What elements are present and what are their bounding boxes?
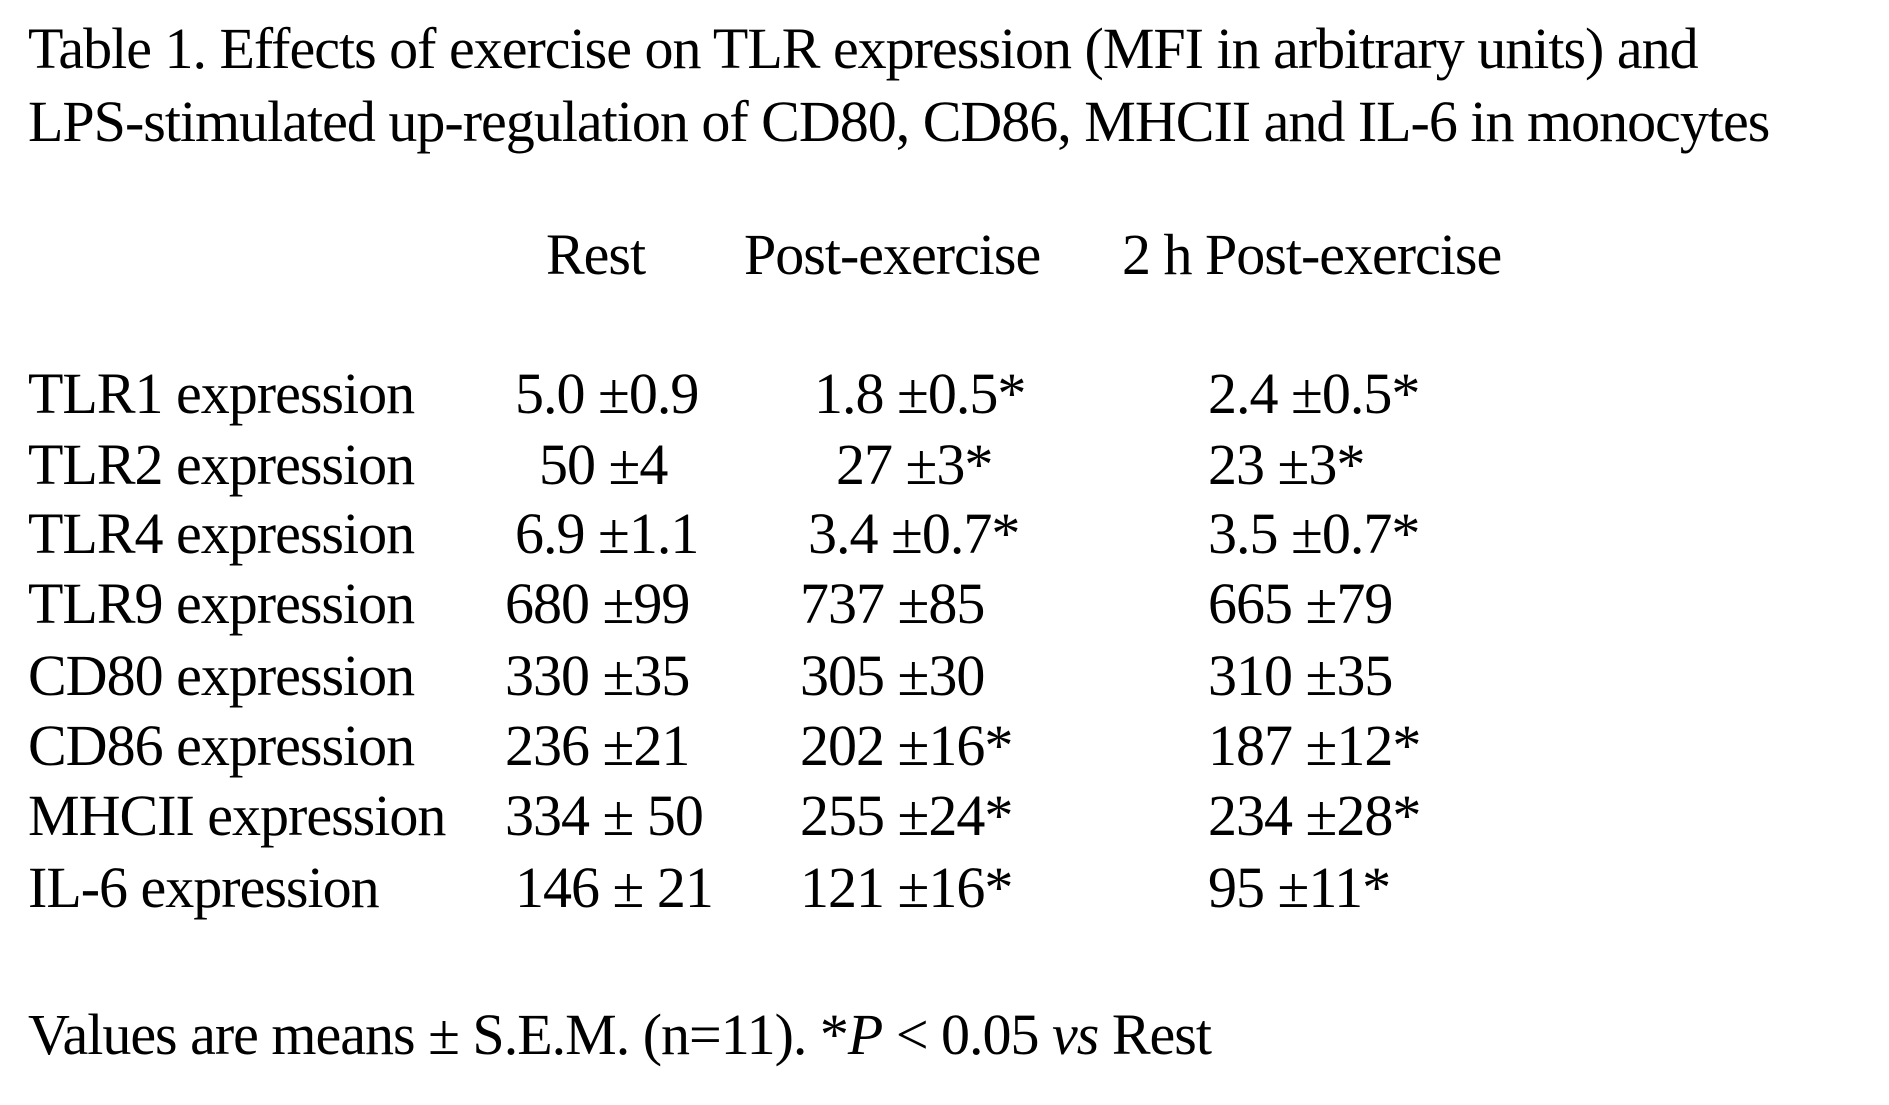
table-row: TLR4 expression 6.9 ±1.1 3.4 ±0.7* 3.5 ±… [28,498,1628,570]
footnote-text-middle: < 0.05 [882,1002,1053,1067]
header-2h-post-exercise: 2 h Post-exercise [1122,222,1502,287]
post-exercise-value: 737 ±85 [800,571,985,636]
footnote-text-after: Rest [1098,1002,1212,1067]
post-2h-value: 23 ±3* [1208,432,1365,497]
row-label: CD80 expression [28,643,415,708]
post-exercise-value: 305 ±30 [800,643,985,708]
rest-value: 6.9 ±1.1 [515,501,699,566]
row-label: MHCII expression [28,783,446,848]
table-row: CD86 expression 236 ±21 202 ±16* 187 ±12… [28,710,1628,782]
post-exercise-value: 27 ±3* [836,432,993,497]
rest-value: 236 ±21 [505,713,690,778]
header-rest: Rest [546,222,646,287]
post-2h-value: 665 ±79 [1208,571,1393,636]
row-label: TLR9 expression [28,571,415,636]
table-row: TLR1 expression 5.0 ±0.9 1.8 ±0.5* 2.4 ±… [28,358,1628,430]
post-exercise-value: 255 ±24* [800,783,1013,848]
rest-value: 146 ± 21 [515,855,714,920]
table-row: MHCII expression 334 ± 50 255 ±24* 234 ±… [28,780,1628,852]
table-row: IL-6 expression 146 ± 21 121 ±16* 95 ±11… [28,852,1628,924]
row-label: TLR4 expression [28,501,415,566]
post-exercise-value: 1.8 ±0.5* [814,361,1026,426]
rest-value: 680 ±99 [505,571,690,636]
footnote-vs: vs [1052,1002,1099,1067]
post-2h-value: 3.5 ±0.7* [1208,501,1420,566]
header-post-exercise: Post-exercise [744,222,1041,287]
row-label: TLR2 expression [28,432,415,497]
rest-value: 50 ±4 [539,432,668,497]
rest-value: 5.0 ±0.9 [515,361,699,426]
caption-line-1: Table 1. Effects of exercise on TLR expr… [28,16,1699,81]
post-2h-value: 95 ±11* [1208,855,1391,920]
row-label: TLR1 expression [28,361,415,426]
post-2h-value: 234 ±28* [1208,783,1421,848]
post-2h-value: 187 ±12* [1208,713,1421,778]
rest-value: 334 ± 50 [505,783,704,848]
caption-line-2: LPS-stimulated up-regulation of CD80, CD… [28,89,1770,154]
post-exercise-value: 3.4 ±0.7* [808,501,1020,566]
post-exercise-value: 121 ±16* [800,855,1013,920]
table-footnote: Values are means ± S.E.M. (n=11). *P < 0… [28,1000,1212,1070]
table-caption: Table 1. Effects of exercise on TLR expr… [28,12,1770,158]
footnote-text-before: Values are means ± S.E.M. (n=11). * [28,1002,849,1067]
row-label: IL-6 expression [28,855,380,920]
post-2h-value: 310 ±35 [1208,643,1393,708]
rest-value: 330 ±35 [505,643,690,708]
table-row: TLR2 expression 50 ±4 27 ±3* 23 ±3* [28,429,1628,501]
post-2h-value: 2.4 ±0.5* [1208,361,1420,426]
row-label: CD86 expression [28,713,415,778]
table-row: CD80 expression 330 ±35 305 ±30 310 ±35 [28,640,1628,712]
post-exercise-value: 202 ±16* [800,713,1013,778]
footnote-p-symbol: P [847,1002,883,1067]
table-row: TLR9 expression 680 ±99 737 ±85 665 ±79 [28,568,1628,640]
